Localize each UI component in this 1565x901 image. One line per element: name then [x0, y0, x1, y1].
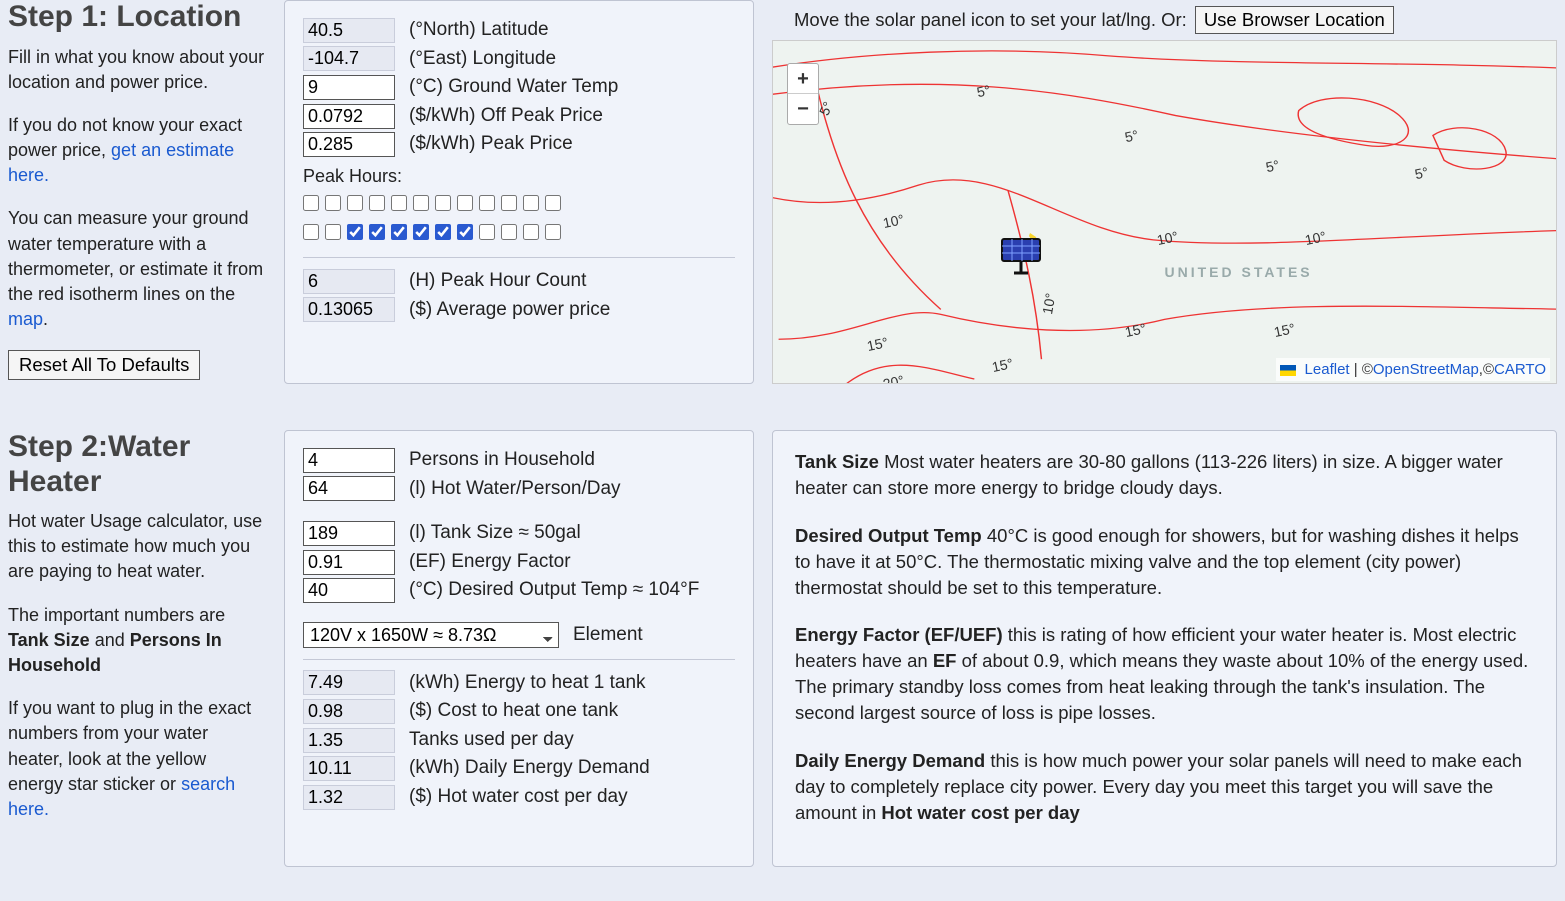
longitude-label: (°East) Longitude [409, 46, 556, 73]
map[interactable]: 5° 5° 5° 5° 5° 10° 10° 10° 10° 15° 15° 1… [772, 40, 1557, 384]
liters-per-day-label: (l) Hot Water/Person/Day [409, 476, 621, 503]
step1-text-price: If you do not know your exact power pric… [8, 113, 266, 189]
persons-input[interactable] [303, 448, 395, 473]
water-heater-info: Tank Size Most water heaters are 30-80 g… [772, 430, 1557, 867]
reset-button[interactable]: Reset All To Defaults [8, 350, 200, 380]
osm-link[interactable]: OpenStreetMap [1373, 361, 1479, 378]
step2-text-sticker: If you want to plug in the exact numbers… [8, 696, 266, 822]
peak-hour-23[interactable] [545, 224, 561, 240]
longitude-input [303, 46, 395, 71]
peak-hour-2[interactable] [347, 195, 363, 211]
cost-per-tank-output [303, 699, 395, 724]
step2-heading: Step 2:Water Heater [8, 430, 266, 499]
peak-hour-0[interactable] [303, 195, 319, 211]
peak-hour-18[interactable] [435, 224, 451, 240]
step2-text-important: The important numbers are Tank Size and … [8, 603, 266, 679]
peak-hour-17[interactable] [413, 224, 429, 240]
daily-cost-output [303, 785, 395, 810]
ground-temp-input[interactable] [303, 75, 395, 100]
energy-factor-input[interactable] [303, 550, 395, 575]
step1-text-temp: You can measure your ground water temper… [8, 206, 266, 332]
peak-hour-1[interactable] [325, 195, 341, 211]
output-temp-input[interactable] [303, 578, 395, 603]
peak-price-label: ($/kWh) Peak Price [409, 131, 573, 158]
location-panel: (°North) Latitude (°East) Longitude (°C)… [284, 0, 754, 384]
latitude-label: (°North) Latitude [409, 17, 549, 44]
peak-hour-4[interactable] [391, 195, 407, 211]
off-peak-price-label: ($/kWh) Off Peak Price [409, 103, 603, 130]
map-link[interactable]: map [8, 309, 43, 329]
peak-hour-22[interactable] [523, 224, 539, 240]
avg-price-output [303, 297, 395, 322]
element-select[interactable]: 120V x 1650W ≈ 8.73Ω [303, 622, 559, 648]
peak-count-output [303, 269, 395, 294]
peak-hours-row-am [303, 192, 735, 218]
liters-per-day-input[interactable] [303, 476, 395, 501]
avg-price-label: ($) Average power price [409, 297, 610, 324]
step1-heading: Step 1: Location [8, 0, 266, 35]
browser-location-button[interactable]: Use Browser Location [1195, 6, 1394, 34]
tank-size-input[interactable] [303, 521, 395, 546]
peak-hour-11[interactable] [545, 195, 561, 211]
zoom-in-button[interactable]: + [788, 64, 818, 94]
peak-hour-12[interactable] [303, 224, 319, 240]
zoom-out-button[interactable]: − [788, 94, 818, 124]
peak-hour-13[interactable] [325, 224, 341, 240]
solar-panel-marker-icon[interactable] [1000, 233, 1046, 282]
peak-hours-row-pm [303, 221, 735, 247]
carto-link[interactable]: CARTO [1494, 361, 1546, 378]
peak-count-label: (H) Peak Hour Count [409, 268, 586, 295]
energy-per-tank-output [303, 670, 395, 695]
peak-hour-5[interactable] [413, 195, 429, 211]
tanks-per-day-output [303, 728, 395, 753]
peak-hours-label: Peak Hours: [303, 164, 735, 189]
peak-hour-10[interactable] [523, 195, 539, 211]
persons-label: Persons in Household [409, 447, 595, 474]
peak-hour-16[interactable] [391, 224, 407, 240]
map-country-label: UNITED STATES [1165, 263, 1313, 283]
off-peak-price-input[interactable] [303, 104, 395, 129]
map-help-text: Move the solar panel icon to set your la… [794, 7, 1187, 33]
element-label: Element [573, 622, 643, 649]
leaflet-link[interactable]: Leaflet [1305, 361, 1350, 378]
daily-energy-output [303, 756, 395, 781]
peak-hour-9[interactable] [501, 195, 517, 211]
peak-hour-20[interactable] [479, 224, 495, 240]
map-attribution: Leaflet | ©OpenStreetMap,©CARTO [1276, 358, 1550, 381]
ground-temp-label: (°C) Ground Water Temp [409, 74, 618, 101]
ukraine-flag-icon [1280, 365, 1296, 376]
peak-hour-6[interactable] [435, 195, 451, 211]
step2-text-intro: Hot water Usage calculator, use this to … [8, 509, 266, 585]
peak-hour-7[interactable] [457, 195, 473, 211]
tank-size-label: (l) Tank Size ≈ 50gal [409, 520, 581, 547]
peak-price-input[interactable] [303, 132, 395, 157]
energy-factor-label: (EF) Energy Factor [409, 549, 571, 576]
water-heater-panel: Persons in Household (l) Hot Water/Perso… [284, 430, 754, 867]
peak-hour-8[interactable] [479, 195, 495, 211]
peak-hour-21[interactable] [501, 224, 517, 240]
peak-hour-3[interactable] [369, 195, 385, 211]
latitude-input [303, 18, 395, 43]
peak-hour-19[interactable] [457, 224, 473, 240]
zoom-control: + − [787, 63, 819, 125]
peak-hour-14[interactable] [347, 224, 363, 240]
peak-hour-15[interactable] [369, 224, 385, 240]
step1-text-intro: Fill in what you know about your locatio… [8, 45, 266, 95]
output-temp-label: (°C) Desired Output Temp ≈ 104°F [409, 577, 699, 604]
